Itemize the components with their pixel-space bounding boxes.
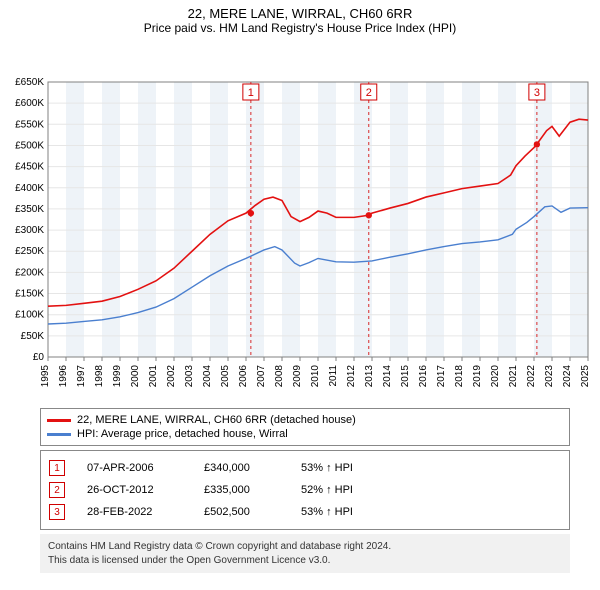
txn-badge: 1 bbox=[49, 460, 65, 476]
svg-text:2014: 2014 bbox=[382, 365, 393, 388]
legend-swatch bbox=[47, 419, 71, 422]
svg-text:2016: 2016 bbox=[418, 365, 429, 388]
line-chart: £0 £50K £100K £150K £200K £250K £300K £350K £400… bbox=[0, 37, 600, 402]
svg-text:2006: 2006 bbox=[238, 365, 249, 388]
txn-date: 28-FEB-2022 bbox=[87, 506, 182, 518]
svg-text:2025: 2025 bbox=[580, 365, 591, 388]
transaction-row: 2 26-OCT-2012 £335,000 52% ↑ HPI bbox=[49, 479, 561, 501]
footer-line: Contains HM Land Registry data © Crown c… bbox=[48, 540, 562, 554]
svg-text:£50K: £50K bbox=[21, 331, 45, 342]
svg-text:£650K: £650K bbox=[15, 77, 44, 88]
svg-text:1998: 1998 bbox=[94, 365, 105, 388]
txn-badge: 3 bbox=[49, 504, 65, 520]
svg-text:2013: 2013 bbox=[364, 365, 375, 388]
txn-price: £340,000 bbox=[204, 462, 279, 474]
legend-row: 22, MERE LANE, WIRRAL, CH60 6RR (detache… bbox=[47, 413, 563, 427]
legend-label: 22, MERE LANE, WIRRAL, CH60 6RR (detache… bbox=[77, 414, 356, 426]
legend-swatch bbox=[47, 433, 71, 436]
legend: 22, MERE LANE, WIRRAL, CH60 6RR (detache… bbox=[40, 408, 570, 446]
svg-text:£300K: £300K bbox=[15, 225, 44, 236]
svg-text:£250K: £250K bbox=[15, 246, 44, 257]
svg-text:1: 1 bbox=[248, 87, 254, 99]
svg-text:£200K: £200K bbox=[15, 267, 44, 278]
txn-diff: 53% ↑ HPI bbox=[301, 506, 353, 518]
svg-text:1999: 1999 bbox=[112, 365, 123, 388]
txn-diff: 52% ↑ HPI bbox=[301, 484, 353, 496]
txn-diff: 53% ↑ HPI bbox=[301, 462, 353, 474]
txn-date: 07-APR-2006 bbox=[87, 462, 182, 474]
footer-line: This data is licensed under the Open Gov… bbox=[48, 554, 562, 568]
txn-price: £502,500 bbox=[204, 506, 279, 518]
svg-text:2003: 2003 bbox=[184, 365, 195, 388]
svg-text:£0: £0 bbox=[33, 352, 45, 363]
svg-text:2000: 2000 bbox=[130, 365, 141, 388]
svg-text:£500K: £500K bbox=[15, 140, 44, 151]
svg-text:2018: 2018 bbox=[454, 365, 465, 388]
svg-text:1997: 1997 bbox=[76, 365, 87, 388]
chart-subtitle: Price paid vs. HM Land Registry's House … bbox=[0, 21, 600, 35]
txn-price: £335,000 bbox=[204, 484, 279, 496]
footer: Contains HM Land Registry data © Crown c… bbox=[40, 534, 570, 573]
txn-date: 26-OCT-2012 bbox=[87, 484, 182, 496]
svg-text:2015: 2015 bbox=[400, 365, 411, 388]
svg-text:2022: 2022 bbox=[526, 365, 537, 388]
transaction-row: 1 07-APR-2006 £340,000 53% ↑ HPI bbox=[49, 457, 561, 479]
svg-text:£450K: £450K bbox=[15, 162, 44, 173]
svg-text:2005: 2005 bbox=[220, 365, 231, 388]
svg-text:£150K: £150K bbox=[15, 289, 44, 300]
svg-text:2020: 2020 bbox=[490, 365, 501, 388]
svg-text:£600K: £600K bbox=[15, 98, 44, 109]
svg-text:£400K: £400K bbox=[15, 183, 44, 194]
svg-text:2: 2 bbox=[366, 87, 372, 99]
svg-text:2019: 2019 bbox=[472, 365, 483, 388]
svg-text:2021: 2021 bbox=[508, 365, 519, 388]
svg-text:2002: 2002 bbox=[166, 365, 177, 388]
svg-text:2007: 2007 bbox=[256, 365, 267, 388]
txn-badge: 2 bbox=[49, 482, 65, 498]
svg-text:1995: 1995 bbox=[40, 365, 51, 388]
svg-text:2001: 2001 bbox=[148, 365, 159, 388]
svg-text:2023: 2023 bbox=[544, 365, 555, 388]
svg-text:2017: 2017 bbox=[436, 365, 447, 388]
legend-label: HPI: Average price, detached house, Wirr… bbox=[77, 428, 288, 440]
chart-container: 22, MERE LANE, WIRRAL, CH60 6RR Price pa… bbox=[0, 0, 600, 573]
svg-text:3: 3 bbox=[534, 87, 540, 99]
svg-text:£100K: £100K bbox=[15, 310, 44, 321]
svg-text:1996: 1996 bbox=[58, 365, 69, 388]
transaction-row: 3 28-FEB-2022 £502,500 53% ↑ HPI bbox=[49, 501, 561, 523]
transactions-table: 1 07-APR-2006 £340,000 53% ↑ HPI 2 26-OC… bbox=[40, 450, 570, 530]
svg-text:2004: 2004 bbox=[202, 365, 213, 388]
svg-text:£350K: £350K bbox=[15, 204, 44, 215]
svg-text:2009: 2009 bbox=[292, 365, 303, 388]
svg-text:2024: 2024 bbox=[562, 365, 573, 388]
svg-text:2008: 2008 bbox=[274, 365, 285, 388]
legend-row: HPI: Average price, detached house, Wirr… bbox=[47, 427, 563, 441]
svg-text:£550K: £550K bbox=[15, 119, 44, 130]
svg-text:2010: 2010 bbox=[310, 365, 321, 388]
svg-text:2012: 2012 bbox=[346, 365, 357, 388]
svg-text:2011: 2011 bbox=[328, 365, 339, 387]
chart-title: 22, MERE LANE, WIRRAL, CH60 6RR bbox=[0, 0, 600, 21]
